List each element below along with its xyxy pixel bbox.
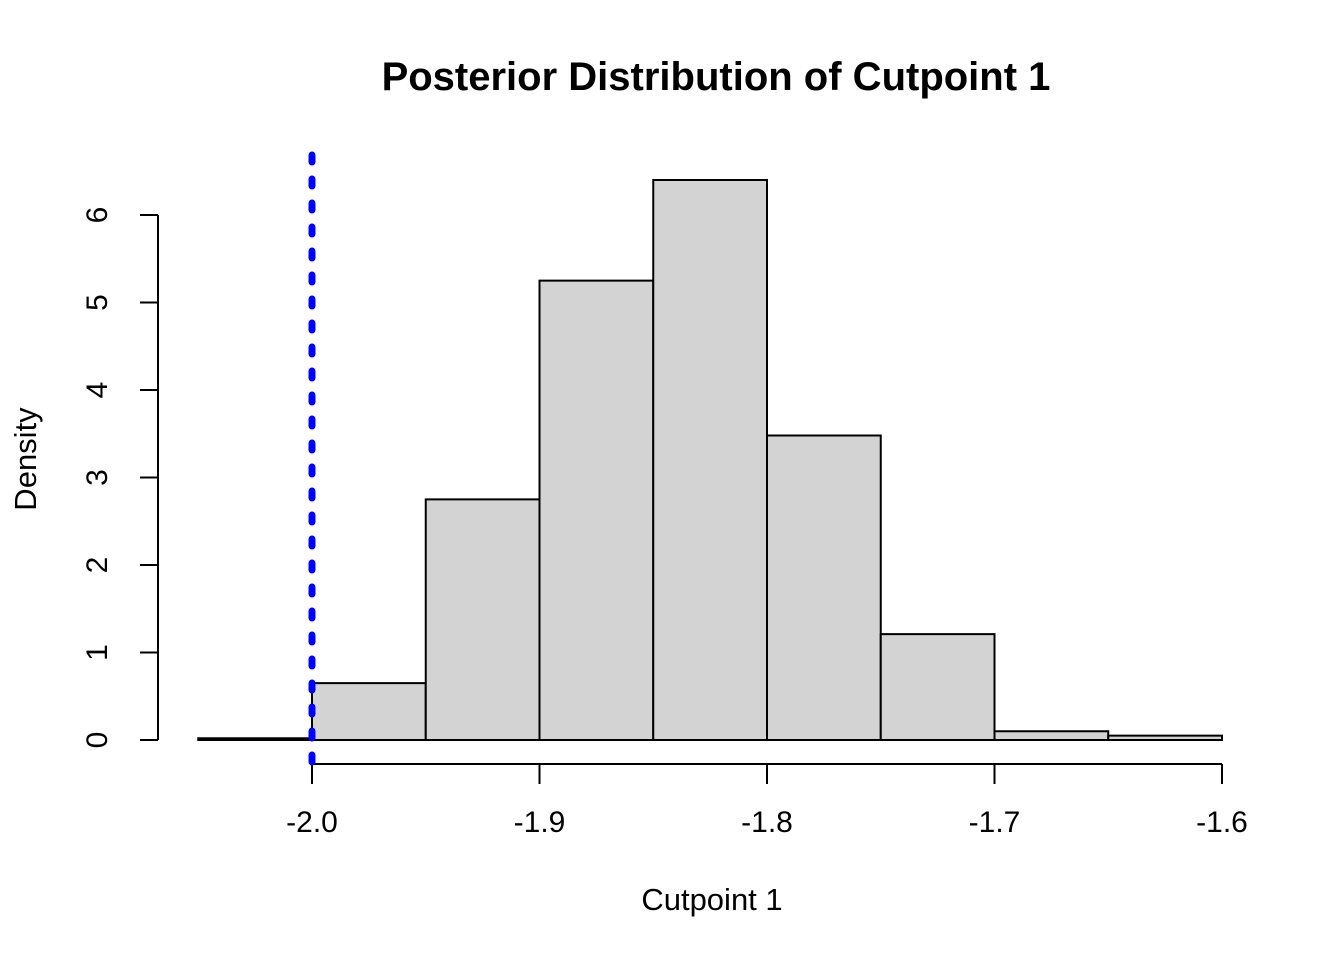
y-tick-label: 1 [81,644,114,661]
axes: 0 1 2 3 4 5 6 -2.0 -1.9 -1.8 -1.7 -1.6 [81,207,1248,839]
histogram-bar [993,730,1110,741]
histogram-bar [879,633,996,742]
chart-title: Posterior Distribution of Cutpoint 1 [382,55,1051,99]
y-tick-label: 3 [81,469,114,486]
histogram-bar [424,498,541,742]
histogram-bar [1107,734,1223,742]
histogram-bar [766,434,882,741]
histogram-bars [197,179,1223,742]
y-axis-label: Density [8,407,43,511]
y-tick-label: 2 [81,557,114,574]
x-tick-label: -1.7 [969,806,1021,839]
y-tick-label: 0 [81,732,114,749]
histogram-bar [197,737,313,741]
x-tick-label: -1.9 [514,806,566,839]
histogram-bar [652,179,768,741]
y-tick-label: 6 [81,207,114,224]
x-tick-label: -2.0 [286,806,338,839]
x-tick-label: -1.6 [1196,806,1248,839]
y-tick-label: 5 [81,294,114,311]
histogram-bar [538,279,655,742]
y-tick-label: 4 [81,382,114,399]
histogram-bar [311,682,427,742]
x-axis-label: Cutpoint 1 [641,882,782,917]
x-tick-label: -1.8 [741,806,793,839]
